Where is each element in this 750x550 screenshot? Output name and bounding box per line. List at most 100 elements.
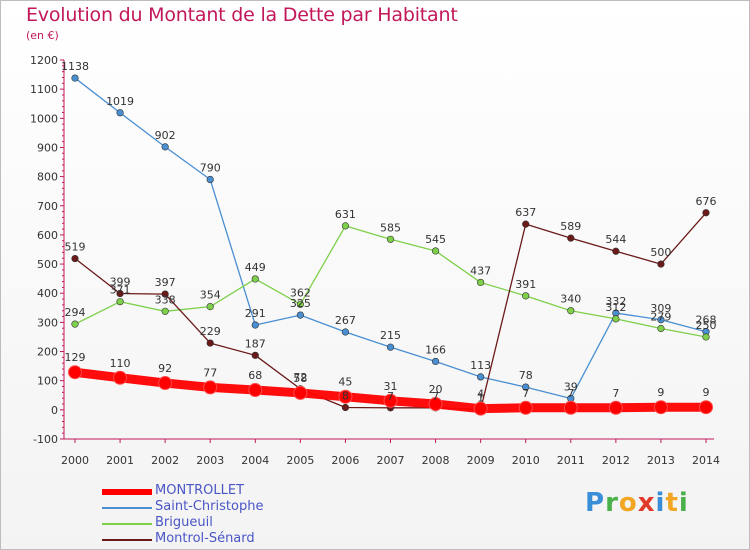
y-tick-label: 1100 [30, 83, 58, 96]
y-tick-label: 800 [37, 171, 58, 184]
data-point [251, 351, 259, 359]
x-tick-label: 2000 [61, 454, 89, 467]
data-label: 92 [158, 362, 172, 375]
y-tick-label: 200 [37, 346, 58, 359]
data-point [431, 247, 440, 255]
data-point [563, 400, 578, 415]
x-tick-label: 2014 [692, 454, 720, 467]
data-label: 544 [605, 233, 626, 246]
logo-letter: P [585, 488, 606, 518]
data-point [612, 247, 620, 255]
data-point [206, 339, 214, 347]
y-tick-label: 0 [51, 404, 58, 417]
data-point [653, 400, 668, 415]
y-tick-label: 900 [37, 141, 58, 154]
data-label: 585 [380, 221, 401, 234]
legend-swatch-montrollet [102, 489, 152, 495]
x-tick-label: 2008 [422, 454, 450, 467]
data-point [116, 298, 124, 306]
data-label: 68 [248, 369, 262, 382]
y-tick-label: 700 [37, 200, 58, 213]
data-point [702, 333, 710, 341]
legend-label-saint-christophe: Saint-Christophe [155, 499, 264, 514]
data-label: 309 [650, 302, 671, 315]
data-point [161, 143, 169, 151]
data-point [341, 222, 350, 230]
data-point [338, 389, 353, 404]
data-point [113, 370, 128, 385]
data-label: 8 [342, 390, 349, 403]
data-label: 437 [470, 264, 491, 277]
x-tick-label: 2011 [557, 454, 585, 467]
data-label: 7 [522, 387, 529, 400]
x-tick-label: 2002 [151, 454, 179, 467]
data-label: 58 [293, 372, 307, 385]
legend-swatch-brigueuil [102, 523, 152, 525]
x-tick-label: 2001 [106, 454, 134, 467]
axes: -100 0 100 200 300 400 500 600 700 800 900 1000 1100… [30, 54, 720, 467]
data-point [206, 175, 214, 184]
data-label: 187 [245, 337, 266, 350]
data-point [473, 401, 488, 416]
legend-swatch-montrol-senard [102, 539, 152, 541]
y-tick-label: -100 [33, 433, 58, 446]
data-label: 519 [65, 241, 86, 254]
data-point [657, 324, 665, 333]
data-point [293, 385, 308, 400]
logo-letter: o [618, 488, 638, 518]
data-point [341, 403, 350, 412]
logo-letter: t [665, 488, 679, 518]
data-label: 340 [560, 293, 581, 306]
data-label: 399 [110, 276, 131, 289]
data-label: 338 [155, 293, 176, 306]
data-label: 631 [335, 208, 356, 221]
y-tick-label: 400 [37, 287, 58, 300]
data-label: 449 [245, 261, 266, 274]
data-point [608, 400, 623, 415]
data-label: 45 [338, 376, 352, 389]
data-label: 77 [203, 366, 217, 379]
data-point [116, 109, 124, 117]
data-label: 31 [384, 380, 398, 393]
data-point [567, 234, 575, 242]
data-label: 312 [605, 301, 626, 314]
data-point [657, 260, 665, 268]
data-label: 291 [245, 307, 266, 320]
data-point [567, 307, 575, 315]
data-label: 637 [515, 206, 536, 219]
x-tick-label: 2006 [331, 454, 359, 467]
data-label: 215 [380, 329, 401, 342]
data-label: 279 [650, 311, 671, 324]
data-point [158, 376, 173, 391]
y-tick-label: 300 [37, 316, 58, 329]
legend-label-montrol-senard: Montrol-Sénard [155, 531, 255, 546]
data-label: 7 [567, 387, 574, 400]
data-point [296, 311, 304, 319]
data-label: 397 [155, 276, 176, 289]
data-label: 1019 [106, 95, 134, 108]
logo-letter: x [637, 488, 656, 518]
data-point [251, 275, 259, 283]
y-tick-label: 1000 [30, 112, 58, 125]
data-label: 294 [65, 306, 86, 319]
data-point [522, 383, 530, 391]
data-point [203, 380, 218, 395]
data-label: 268 [696, 314, 717, 327]
y-tick-label: 100 [37, 375, 58, 388]
data-label: 500 [650, 246, 671, 259]
data-point [431, 357, 440, 366]
data-label: 229 [200, 325, 221, 338]
y-tick-label: 1200 [30, 54, 58, 67]
x-tick-label: 2004 [241, 454, 269, 467]
data-point [68, 365, 82, 380]
data-label: 676 [696, 195, 717, 208]
data-label: 9 [657, 386, 664, 399]
data-label: 267 [335, 314, 356, 327]
data-point [428, 397, 443, 412]
chart-title: Evolution du Montant de la Dette par Hab… [26, 4, 458, 26]
data-point [71, 254, 79, 263]
data-point [71, 320, 79, 328]
data-label: 790 [200, 162, 221, 175]
